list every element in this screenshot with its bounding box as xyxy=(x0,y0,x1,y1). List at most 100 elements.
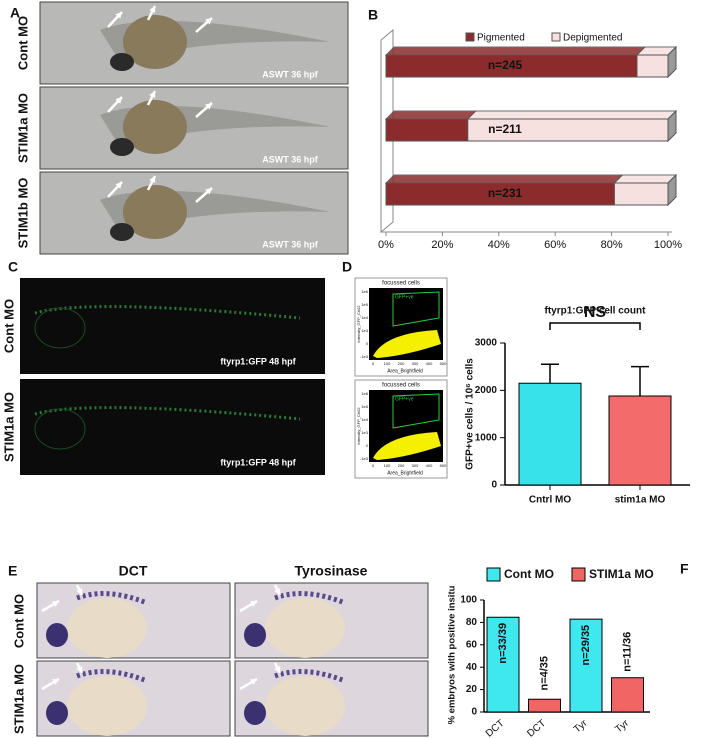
cell-cloud xyxy=(373,432,441,460)
panel-label: F xyxy=(680,561,689,577)
gfp-yolk xyxy=(34,307,86,349)
gfp-signal xyxy=(34,305,301,320)
flow-y-tick: 1e3 xyxy=(361,328,368,333)
legend-swatch xyxy=(551,32,561,42)
y-tick-label: 100 xyxy=(460,595,477,606)
yolk xyxy=(265,676,345,736)
bar xyxy=(611,677,644,713)
x-tick-label: Tyr xyxy=(613,717,631,735)
flow-x-tick: 200 xyxy=(398,361,405,366)
panel-label: E xyxy=(8,563,17,579)
arrow-head xyxy=(52,679,59,686)
flow-x-tick: 400 xyxy=(426,463,433,468)
yolk xyxy=(123,100,187,154)
eye xyxy=(46,623,68,647)
arrow-head xyxy=(115,182,122,189)
eye xyxy=(244,701,266,725)
x-tick-label: 60% xyxy=(544,239,566,251)
row-label: STIM1a MO xyxy=(1,392,16,462)
photo-caption: ASWT 36 hpf xyxy=(262,239,319,249)
legend-swatch xyxy=(465,32,475,42)
column-header: DCT xyxy=(119,563,148,579)
row-label: Cont MO xyxy=(15,16,30,70)
chart-title: ftyrp1:GFP cell count xyxy=(545,306,647,317)
bar-segment xyxy=(613,182,669,206)
legend-swatch xyxy=(486,567,501,582)
gate-label: GFP+ve xyxy=(395,396,414,402)
flow-y-tick: 1e4 xyxy=(361,315,368,320)
flow-x-tick: 0 xyxy=(372,463,375,468)
arrow-head xyxy=(205,18,212,25)
bar xyxy=(569,618,603,713)
legend-label: STIM1a MO xyxy=(589,567,654,581)
yolk xyxy=(67,598,147,658)
gate xyxy=(392,393,440,429)
flow-x-tick: 500 xyxy=(440,463,447,468)
arrow-head xyxy=(115,12,122,19)
y-tick-label: 40 xyxy=(466,662,478,673)
flow-title: focussed cells xyxy=(382,281,420,287)
y-tick-label: 0 xyxy=(491,480,497,491)
x-tick-label: Cntrl MO xyxy=(529,495,571,506)
y-tick-label: 2000 xyxy=(475,385,498,396)
x-tick-label: Tyr xyxy=(572,717,590,735)
flow-y-tick: 1e5 xyxy=(361,302,368,307)
panel-label: B xyxy=(368,7,378,23)
eye xyxy=(110,53,134,71)
bar-top xyxy=(384,110,477,120)
yolk xyxy=(123,185,187,239)
bar-annotation: n=231 xyxy=(488,186,523,200)
flow-y-tick: -1e3 xyxy=(360,456,369,461)
x-tick-label: 40% xyxy=(488,239,510,251)
x-tick-label: 0% xyxy=(378,239,394,251)
flow-y-tick: 1e3 xyxy=(361,430,368,435)
photo-caption: ftyrp1:GFP 48 hpf xyxy=(220,457,296,467)
bar-side xyxy=(667,45,677,79)
x-tick-label: DCT xyxy=(484,718,507,738)
arrow-head xyxy=(149,176,156,183)
x-tick-label: 80% xyxy=(601,239,623,251)
bar-side xyxy=(667,173,677,207)
y-tick-label: 80 xyxy=(466,617,478,628)
flow-x-tick: 500 xyxy=(440,361,447,366)
legend-label: Pigmented xyxy=(477,33,525,44)
y-tick-label: 3000 xyxy=(475,338,498,349)
bar-top xyxy=(384,46,647,56)
arrow-head xyxy=(115,97,122,104)
arrow-head xyxy=(76,666,83,673)
arrow-head xyxy=(149,91,156,98)
yolk xyxy=(123,15,187,69)
flow-x-tick: 200 xyxy=(398,463,405,468)
eye xyxy=(110,223,134,241)
arrow-head xyxy=(274,666,281,673)
arrow-head xyxy=(250,601,257,608)
row-label: Cont MO xyxy=(1,299,16,353)
eye xyxy=(46,701,68,725)
value-label: n=11/36 xyxy=(621,632,633,672)
row-label: Cont MO xyxy=(11,594,26,648)
row-label: STIM1b MO xyxy=(15,178,30,249)
y-axis-label: % embryos with positive insitu xyxy=(447,585,458,724)
flow-x-tick: 100 xyxy=(384,463,391,468)
bar-segment xyxy=(385,118,469,142)
gate xyxy=(392,291,440,327)
eye xyxy=(110,138,134,156)
value-label: n=4/35 xyxy=(538,656,550,691)
y-tick-label: 0 xyxy=(471,707,477,718)
fluorescence-photo xyxy=(20,278,325,374)
column-header: Tyrosinase xyxy=(295,563,368,579)
flow-y-tick: 0 xyxy=(366,341,369,346)
ns-bracket xyxy=(549,322,641,330)
flow-y-tick: 1e5 xyxy=(361,404,368,409)
bar-side xyxy=(667,109,677,143)
bar-annotation: n=245 xyxy=(488,58,523,72)
panel-label: A xyxy=(10,5,20,21)
panel-label: C xyxy=(8,259,18,275)
flow-y-tick: 1e6 xyxy=(361,289,368,294)
fluorescence-photo xyxy=(20,379,325,475)
x-tick-label: stim1a MO xyxy=(615,495,666,506)
flow-title: focussed cells xyxy=(382,383,420,389)
row-label: STIM1a MO xyxy=(11,664,26,734)
photo-caption: ASWT 36 hpf xyxy=(262,154,319,164)
